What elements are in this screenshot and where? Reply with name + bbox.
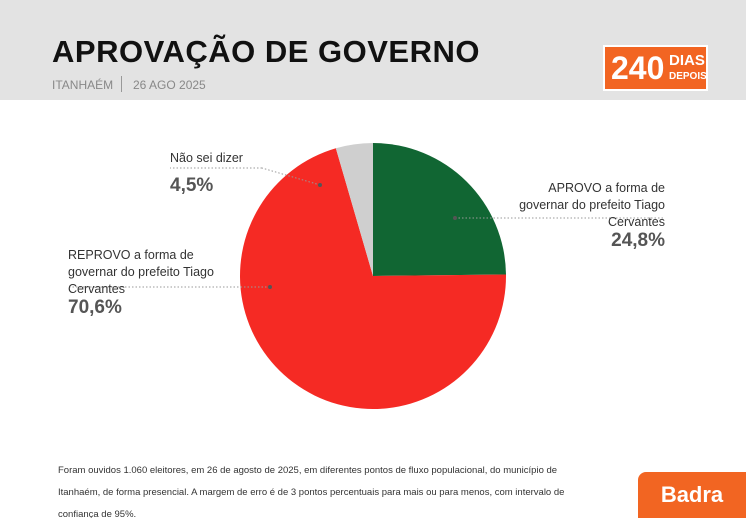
- date: 26 AGO 2025: [133, 78, 206, 92]
- value-label: 24,8%: [611, 230, 665, 251]
- slice-label: REPROVO a forma de governar do prefeito …: [68, 248, 214, 296]
- footnote: Foram ouvidos 1.060 eleitores, em 26 de …: [58, 465, 565, 518]
- pie-slice: [240, 148, 506, 409]
- separator: [121, 76, 122, 92]
- badge: 240 DIAS DEPOIS: [603, 45, 708, 91]
- badge-number: 240: [611, 50, 665, 86]
- leader-dot: [453, 216, 457, 220]
- leader-line: [261, 167, 321, 186]
- value-label: 70,6%: [68, 297, 122, 318]
- pie-slice: [335, 143, 373, 276]
- pie-slice: [373, 143, 506, 276]
- badge-word: DEPOIS: [669, 71, 707, 82]
- leader-dot: [268, 285, 272, 289]
- badge-word: DIAS: [669, 52, 705, 69]
- location: ITANHAÉM: [52, 78, 114, 92]
- slice-label: Não sei dizer: [170, 151, 243, 165]
- title: APROVAÇÃO DE GOVERNO: [52, 34, 480, 69]
- brand: Badra: [638, 472, 746, 518]
- value-label: 4,5%: [170, 175, 214, 196]
- leader-dot: [318, 183, 322, 187]
- slice-label: APROVO a forma de governar do prefeito T…: [519, 181, 665, 229]
